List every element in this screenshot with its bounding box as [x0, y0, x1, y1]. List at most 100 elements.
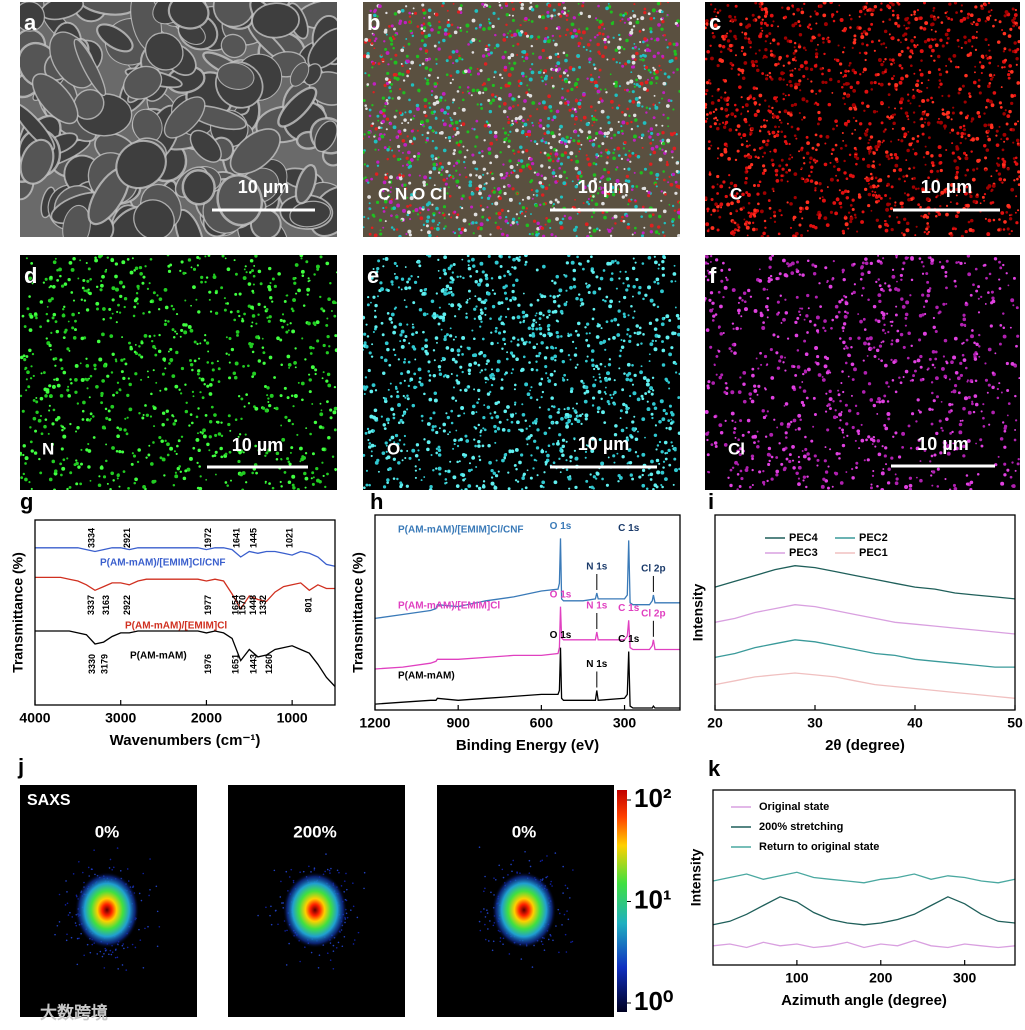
element-dot — [174, 474, 179, 479]
element-dot — [651, 76, 654, 80]
element-dot — [445, 169, 449, 174]
element-dot — [529, 157, 533, 161]
element-dot — [632, 25, 636, 28]
element-dot — [576, 53, 581, 58]
element-dot — [943, 127, 946, 130]
element-dot — [188, 456, 193, 461]
element-dot — [319, 255, 323, 259]
element-dot — [448, 139, 452, 143]
element-dot — [25, 389, 28, 392]
element-dot — [236, 309, 240, 314]
element-dot — [746, 110, 750, 113]
element-dot — [995, 129, 999, 133]
element-dot — [937, 54, 941, 59]
element-dot — [367, 181, 370, 184]
element-dot — [212, 275, 217, 279]
element-dot — [122, 376, 126, 380]
element-dot — [517, 31, 522, 35]
element-dot — [513, 266, 517, 270]
element-dot — [1002, 50, 1006, 53]
element-dot — [621, 215, 624, 219]
element-dot — [561, 376, 564, 379]
element-dot — [527, 165, 532, 169]
element-dot — [175, 332, 178, 335]
element-dot — [1002, 228, 1006, 231]
element-dot — [167, 350, 170, 353]
element-dot — [591, 396, 596, 400]
element-dot — [411, 326, 415, 329]
element-dot — [559, 101, 563, 105]
element-dot — [483, 87, 488, 92]
element-dot — [169, 347, 173, 351]
element-dot — [592, 228, 597, 233]
element-dot — [595, 118, 598, 122]
element-dot — [972, 21, 975, 24]
element-dot — [908, 55, 912, 59]
element-dot — [319, 402, 322, 405]
element-dot — [509, 223, 513, 227]
element-dot — [427, 33, 431, 37]
element-dot — [992, 91, 997, 95]
element-dot — [428, 125, 432, 130]
element-dot — [366, 52, 370, 56]
element-dot — [900, 66, 904, 70]
element-dot — [229, 310, 233, 314]
element-dot — [782, 92, 785, 96]
element-dot — [549, 372, 554, 377]
element-dot — [554, 198, 558, 202]
element-dot — [431, 158, 435, 161]
element-dot — [428, 379, 432, 382]
element-dot — [384, 175, 388, 180]
element-dot — [907, 21, 911, 25]
element-dot — [120, 358, 124, 362]
element-dot — [431, 139, 435, 143]
element-dot — [742, 133, 747, 138]
element-dot — [397, 96, 401, 100]
element-dot — [373, 8, 377, 12]
element-dot — [443, 32, 448, 36]
element-dot — [627, 203, 630, 206]
element-dot — [393, 261, 397, 265]
element-dot — [980, 71, 983, 75]
element-dot — [538, 351, 542, 355]
element-dot — [663, 221, 667, 225]
element-dot — [964, 229, 968, 234]
element-dot — [562, 51, 566, 55]
element-dot — [477, 363, 481, 367]
element-dot — [208, 449, 211, 452]
element-dot — [855, 119, 858, 123]
element-dot — [595, 471, 600, 476]
element-dot — [74, 390, 78, 394]
element-dot — [577, 139, 581, 143]
element-dot — [214, 450, 218, 454]
element-dot — [189, 413, 193, 416]
element-dot — [468, 92, 471, 95]
element-dot — [1003, 140, 1006, 143]
element-dot — [63, 305, 66, 309]
element-dot — [452, 98, 456, 102]
element-dot — [446, 20, 450, 24]
element-dot — [244, 433, 247, 436]
element-dot — [612, 36, 615, 39]
element-dot — [449, 281, 452, 284]
element-dot — [280, 458, 283, 461]
element-dot — [40, 432, 44, 436]
element-dot — [309, 352, 313, 355]
element-dot — [999, 106, 1003, 109]
element-dot — [565, 424, 570, 429]
element-dot — [922, 156, 926, 159]
element-dot — [89, 479, 92, 482]
element-dot — [669, 182, 674, 187]
element-dot — [479, 431, 482, 434]
element-dot — [578, 179, 582, 183]
element-dot — [1010, 101, 1014, 106]
element-dot — [524, 132, 528, 137]
element-dot — [806, 229, 809, 232]
element-dot — [460, 488, 463, 490]
element-dot — [590, 255, 593, 259]
element-dot — [943, 188, 947, 192]
element-dot — [398, 234, 402, 237]
element-dot — [450, 421, 454, 425]
element-dot — [964, 174, 967, 177]
element-dot — [775, 133, 780, 138]
